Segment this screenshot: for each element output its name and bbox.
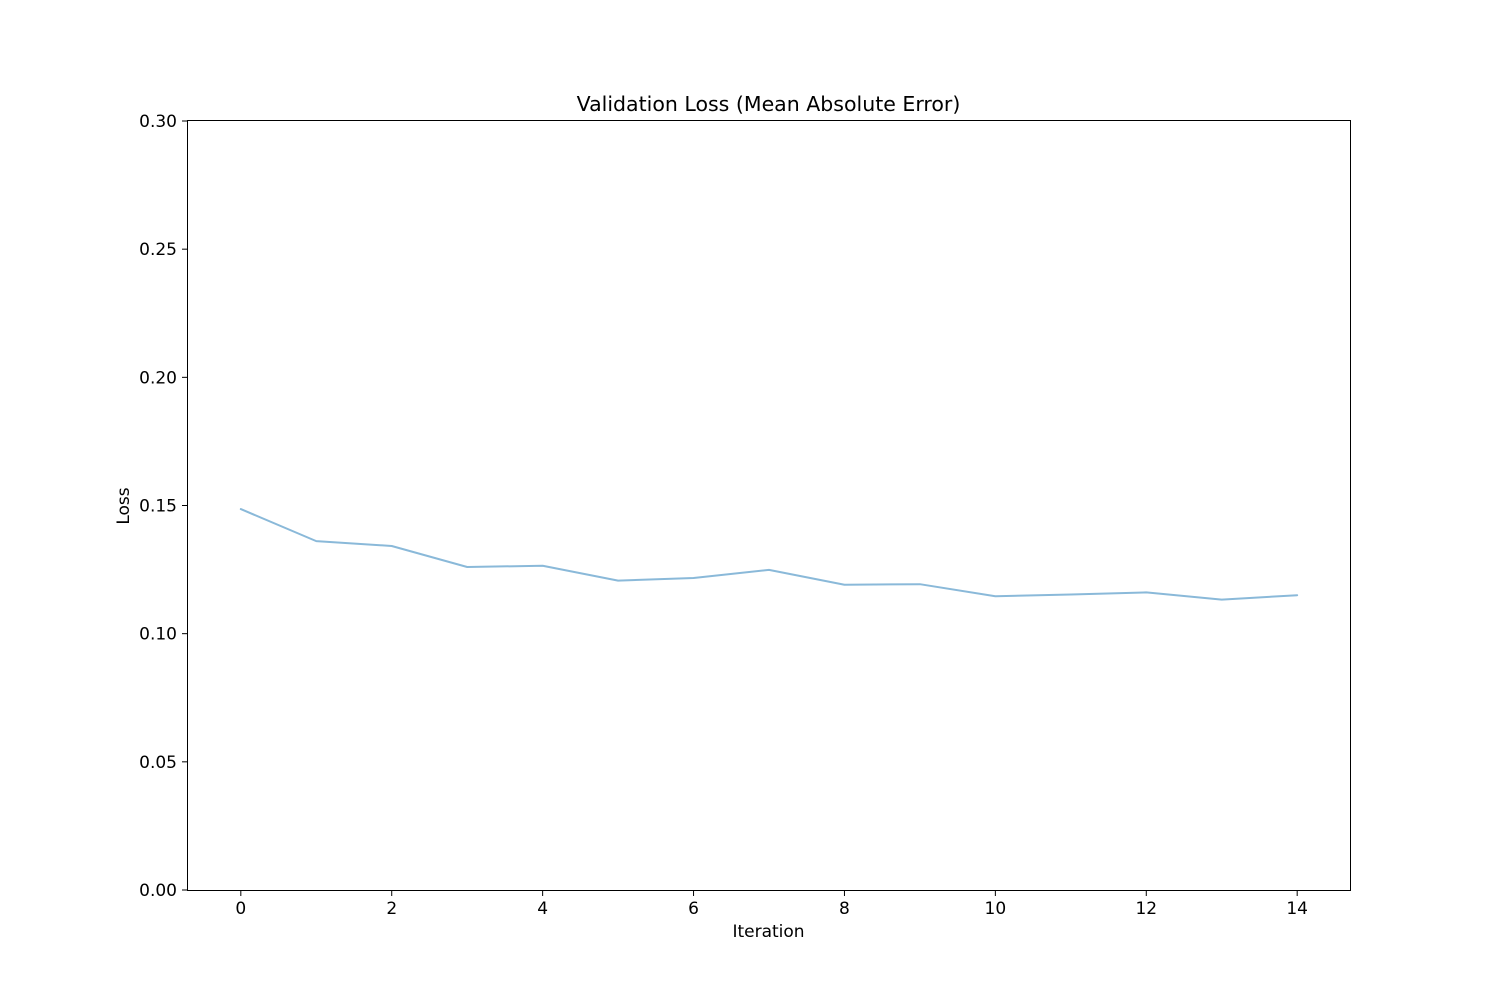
- y-tick-label: 0.15: [139, 497, 177, 517]
- y-tick-label: 0.25: [139, 240, 177, 260]
- x-tick-label: 4: [537, 899, 548, 919]
- x-tick-label: 2: [386, 899, 397, 919]
- y-axis-label: Loss: [114, 487, 134, 524]
- x-tick-label: 6: [688, 899, 699, 919]
- chart-title: Validation Loss (Mean Absolute Error): [577, 92, 961, 116]
- x-tick-label: 14: [1286, 899, 1308, 919]
- plot-area-frame: [187, 120, 1351, 891]
- x-tick-label: 0: [235, 899, 246, 919]
- y-tick-label: 0.10: [139, 625, 177, 645]
- x-axis-ticks: 0 2 4 6 8 10 12 14: [235, 890, 1308, 919]
- x-tick-label: 8: [839, 899, 850, 919]
- y-tick-label: 0.05: [139, 753, 177, 773]
- x-tick-label: 10: [985, 899, 1007, 919]
- x-axis-label: Iteration: [732, 922, 804, 942]
- y-tick-label: 0.30: [139, 112, 177, 132]
- y-tick-label: 0.00: [139, 881, 177, 901]
- y-axis-ticks: 0.00 0.05 0.10 0.15 0.20 0.25 0.30: [139, 112, 188, 901]
- x-tick-label: 12: [1135, 899, 1157, 919]
- y-tick-label: 0.20: [139, 368, 177, 388]
- series-layer: [239, 508, 1299, 601]
